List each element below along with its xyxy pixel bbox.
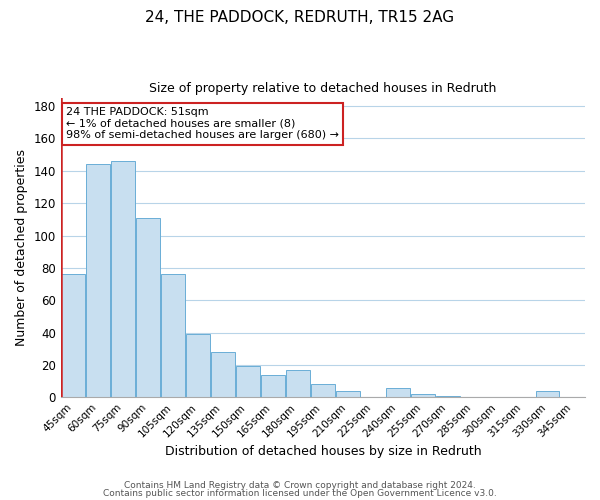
Text: 24, THE PADDOCK, REDRUTH, TR15 2AG: 24, THE PADDOCK, REDRUTH, TR15 2AG xyxy=(145,10,455,25)
Bar xyxy=(286,370,310,397)
X-axis label: Distribution of detached houses by size in Redruth: Distribution of detached houses by size … xyxy=(164,444,481,458)
Bar xyxy=(411,394,434,397)
Text: Contains HM Land Registry data © Crown copyright and database right 2024.: Contains HM Land Registry data © Crown c… xyxy=(124,481,476,490)
Bar xyxy=(236,366,260,397)
Bar xyxy=(261,374,285,397)
Bar xyxy=(536,391,559,397)
Bar xyxy=(211,352,235,397)
Bar xyxy=(186,334,210,397)
Bar xyxy=(436,396,460,397)
Text: Contains public sector information licensed under the Open Government Licence v3: Contains public sector information licen… xyxy=(103,488,497,498)
Bar xyxy=(86,164,110,397)
Bar xyxy=(386,388,410,397)
Text: 24 THE PADDOCK: 51sqm
← 1% of detached houses are smaller (8)
98% of semi-detach: 24 THE PADDOCK: 51sqm ← 1% of detached h… xyxy=(66,107,339,140)
Bar xyxy=(136,218,160,397)
Bar xyxy=(161,274,185,397)
Bar xyxy=(336,391,360,397)
Title: Size of property relative to detached houses in Redruth: Size of property relative to detached ho… xyxy=(149,82,497,96)
Y-axis label: Number of detached properties: Number of detached properties xyxy=(15,149,28,346)
Bar xyxy=(311,384,335,397)
Bar xyxy=(61,274,85,397)
Bar xyxy=(112,161,135,397)
